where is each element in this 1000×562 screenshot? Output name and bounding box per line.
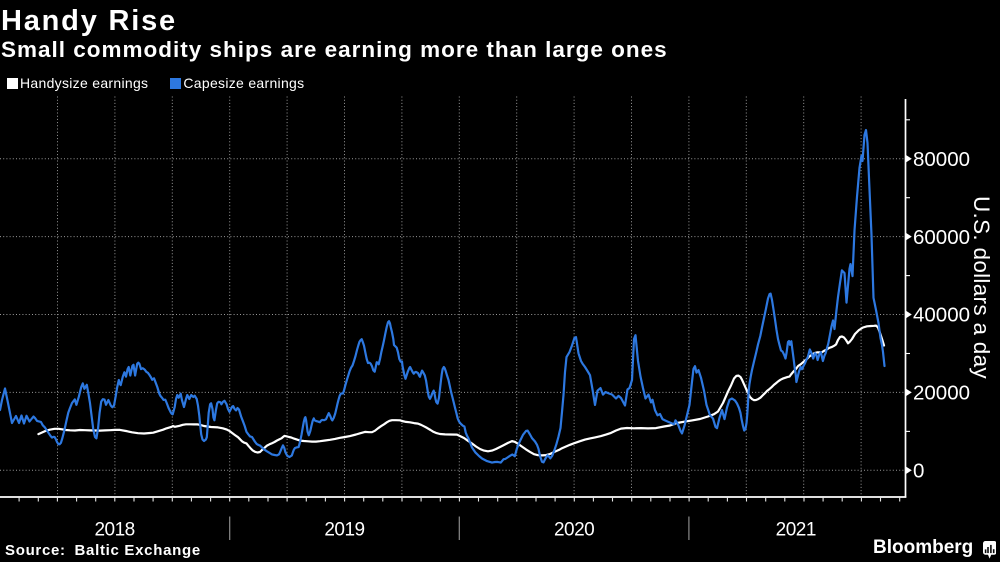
svg-text:60000: 60000: [913, 226, 970, 249]
svg-text:20000: 20000: [913, 382, 970, 405]
svg-text:0: 0: [913, 460, 924, 483]
svg-text:2021: 2021: [776, 520, 816, 541]
svg-text:2019: 2019: [324, 520, 364, 541]
svg-text:2020: 2020: [554, 520, 594, 541]
svg-text:80000: 80000: [913, 148, 970, 171]
svg-text:2018: 2018: [94, 520, 134, 541]
svg-text:40000: 40000: [913, 304, 970, 327]
